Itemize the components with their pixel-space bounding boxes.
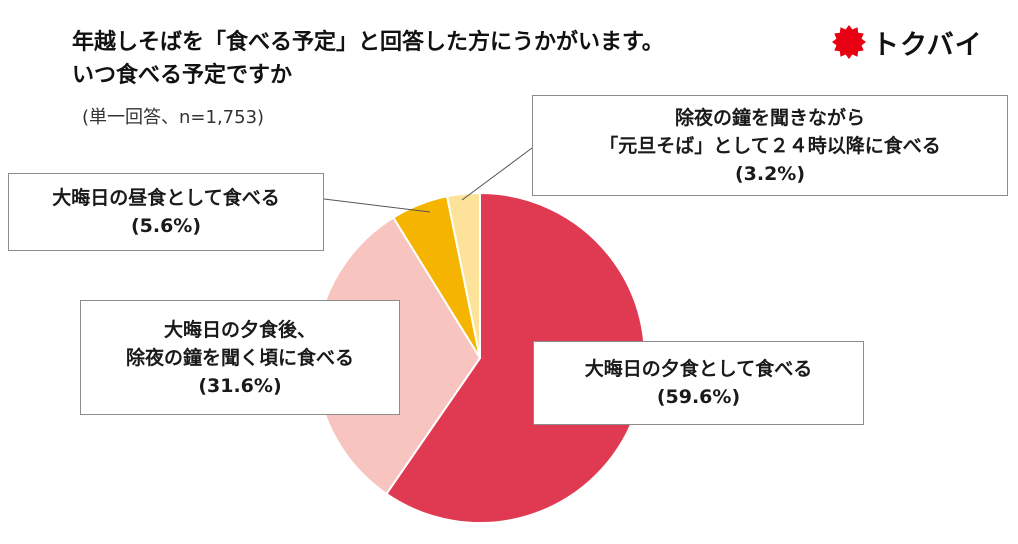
callout-lunch: 大晦日の昼食として食べる (5.6%) bbox=[8, 173, 324, 251]
callout-midnight-label-2: 「元旦そば」として２４時以降に食べる bbox=[599, 134, 941, 157]
callout-dinner: 大晦日の夕食として食べる (59.6%) bbox=[533, 341, 864, 425]
callout-midnight-value: (3.2%) bbox=[734, 162, 806, 185]
chart-title: 年越しそばを「食べる予定」と回答した方にうかがいます。 いつ食べる予定ですか bbox=[72, 26, 812, 92]
callout-after-dinner-label-1: 大晦日の夕食後、 bbox=[163, 318, 316, 341]
pie-slice-3 bbox=[445, 191, 481, 359]
leader-line-midnight bbox=[461, 147, 533, 201]
leader-line-lunch bbox=[323, 198, 431, 213]
sample-note: (単一回答、n=1,753) bbox=[82, 107, 265, 128]
callout-after-dinner: 大晦日の夕食後、 除夜の鐘を聞く頃に食べる (31.6%) bbox=[80, 300, 400, 415]
callout-midnight-label-1: 除夜の鐘を聞きながら bbox=[674, 106, 865, 129]
callout-midnight: 除夜の鐘を聞きながら 「元旦そば」として２４時以降に食べる (3.2%) bbox=[532, 95, 1008, 196]
callout-dinner-label: 大晦日の夕食として食べる bbox=[584, 358, 813, 380]
callout-after-dinner-value: (31.6%) bbox=[198, 374, 282, 397]
burst-logo-icon bbox=[832, 25, 866, 59]
tokubai-logo: トクバイ bbox=[832, 22, 983, 62]
title-line-1: 年越しそばを「食べる予定」と回答した方にうかがいます。 bbox=[72, 30, 664, 55]
callout-lunch-label: 大晦日の昼食として食べる bbox=[52, 187, 280, 209]
callout-dinner-value: (59.6%) bbox=[656, 386, 741, 408]
callout-after-dinner-label-2: 除夜の鐘を聞く頃に食べる bbox=[125, 346, 354, 369]
logo-text: トクバイ bbox=[872, 29, 983, 61]
callout-lunch-value: (5.6%) bbox=[130, 215, 202, 237]
title-line-2: いつ食べる予定ですか bbox=[72, 63, 293, 88]
